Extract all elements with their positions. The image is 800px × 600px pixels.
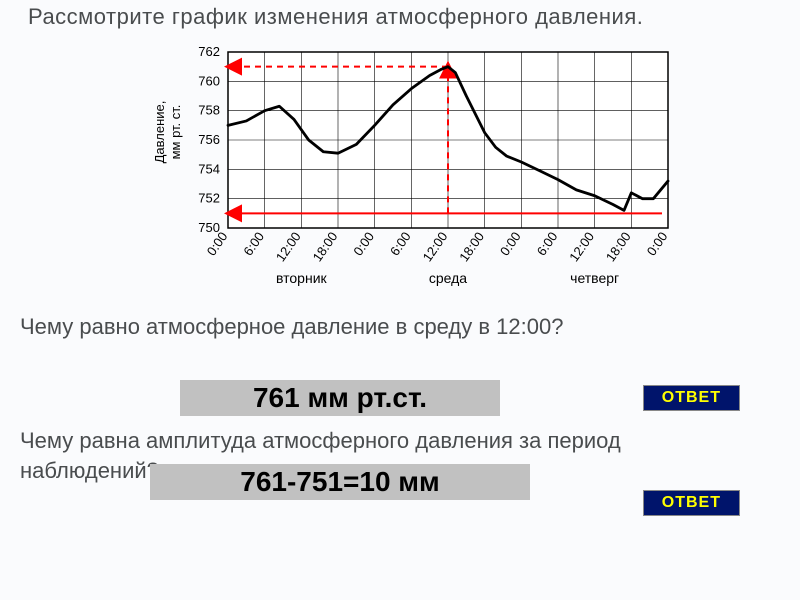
svg-text:756: 756 [198, 132, 220, 147]
svg-text:754: 754 [198, 161, 220, 176]
question-1: Чему равно атмосферное давление в среду … [20, 312, 770, 342]
svg-text:среда: среда [429, 270, 467, 286]
svg-text:0:00: 0:00 [644, 229, 671, 258]
svg-text:18:00: 18:00 [310, 229, 341, 264]
page-title: Рассмотрите график изменения атмосферног… [28, 4, 790, 30]
answer-2-box: 761-751=10 мм [150, 464, 530, 500]
svg-text:четверг: четверг [570, 270, 619, 286]
svg-text:мм рт. ст.: мм рт. ст. [168, 105, 183, 160]
svg-text:6:00: 6:00 [534, 229, 561, 258]
svg-text:18:00: 18:00 [456, 229, 487, 264]
pressure-chart: 7507527547567587607620:006:0012:0018:000… [150, 40, 710, 305]
svg-text:758: 758 [198, 103, 220, 118]
answer-1-box: 761 мм рт.ст. [180, 380, 500, 416]
svg-text:752: 752 [198, 191, 220, 206]
svg-text:18:00: 18:00 [603, 229, 634, 264]
svg-text:вторник: вторник [276, 270, 328, 286]
svg-text:6:00: 6:00 [240, 229, 267, 258]
svg-text:760: 760 [198, 73, 220, 88]
svg-text:0:00: 0:00 [350, 229, 377, 258]
svg-text:12:00: 12:00 [566, 229, 597, 264]
chart-svg: 7507527547567587607620:006:0012:0018:000… [150, 40, 710, 300]
svg-text:12:00: 12:00 [420, 229, 451, 264]
svg-text:6:00: 6:00 [387, 229, 414, 258]
svg-text:0:00: 0:00 [497, 229, 524, 258]
svg-text:Давление,: Давление, [152, 101, 167, 164]
svg-text:12:00: 12:00 [273, 229, 304, 264]
answer-button-2[interactable]: ОТВЕТ [643, 490, 740, 516]
svg-text:762: 762 [198, 44, 220, 59]
answer-button-1[interactable]: ОТВЕТ [643, 385, 740, 411]
